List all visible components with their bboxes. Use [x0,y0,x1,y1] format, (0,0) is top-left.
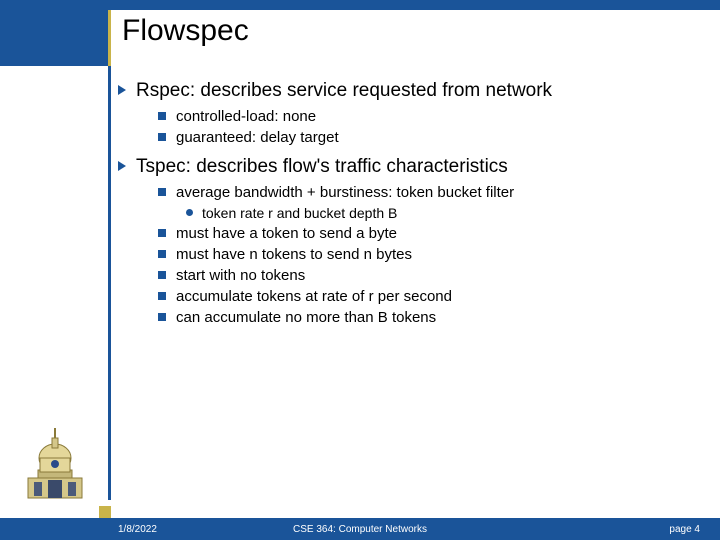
footer-bar: 1/8/2022 CSE 364: Computer Networks page… [0,518,720,540]
accent-square [99,506,111,518]
list-item: token rate r and bucket depth B [186,205,700,221]
list-item: accumulate tokens at rate of r per secon… [158,288,700,305]
rspec-subitems: controlled-load: none guaranteed: delay … [158,108,700,146]
slide-title: Flowspec [122,14,249,48]
footer-course: CSE 364: Computer Networks [293,524,427,535]
list-item: can accumulate no more than B tokens [158,309,700,326]
footer-page: page 4 [669,524,700,535]
footer-date: 1/8/2022 [118,524,157,535]
list-item: must have n tokens to send n bytes [158,246,700,263]
vertical-divider [108,66,111,500]
list-item: controlled-load: none [158,108,700,125]
bullet-tspec: Tspec: describes flow's traffic characte… [118,156,700,178]
list-item: must have a token to send a byte [158,225,700,242]
tspec-subsub: token rate r and bucket depth B [186,205,700,221]
list-item: average bandwidth + burstiness: token bu… [158,184,700,201]
content-area: Rspec: describes service requested from … [118,80,700,336]
header-bar: Flowspec [0,0,720,66]
dome-image [20,420,90,500]
list-item: start with no tokens [158,267,700,284]
tspec-subitems: average bandwidth + burstiness: token bu… [158,184,700,326]
bullet-rspec: Rspec: describes service requested from … [118,80,700,102]
list-item: guaranteed: delay target [158,129,700,146]
